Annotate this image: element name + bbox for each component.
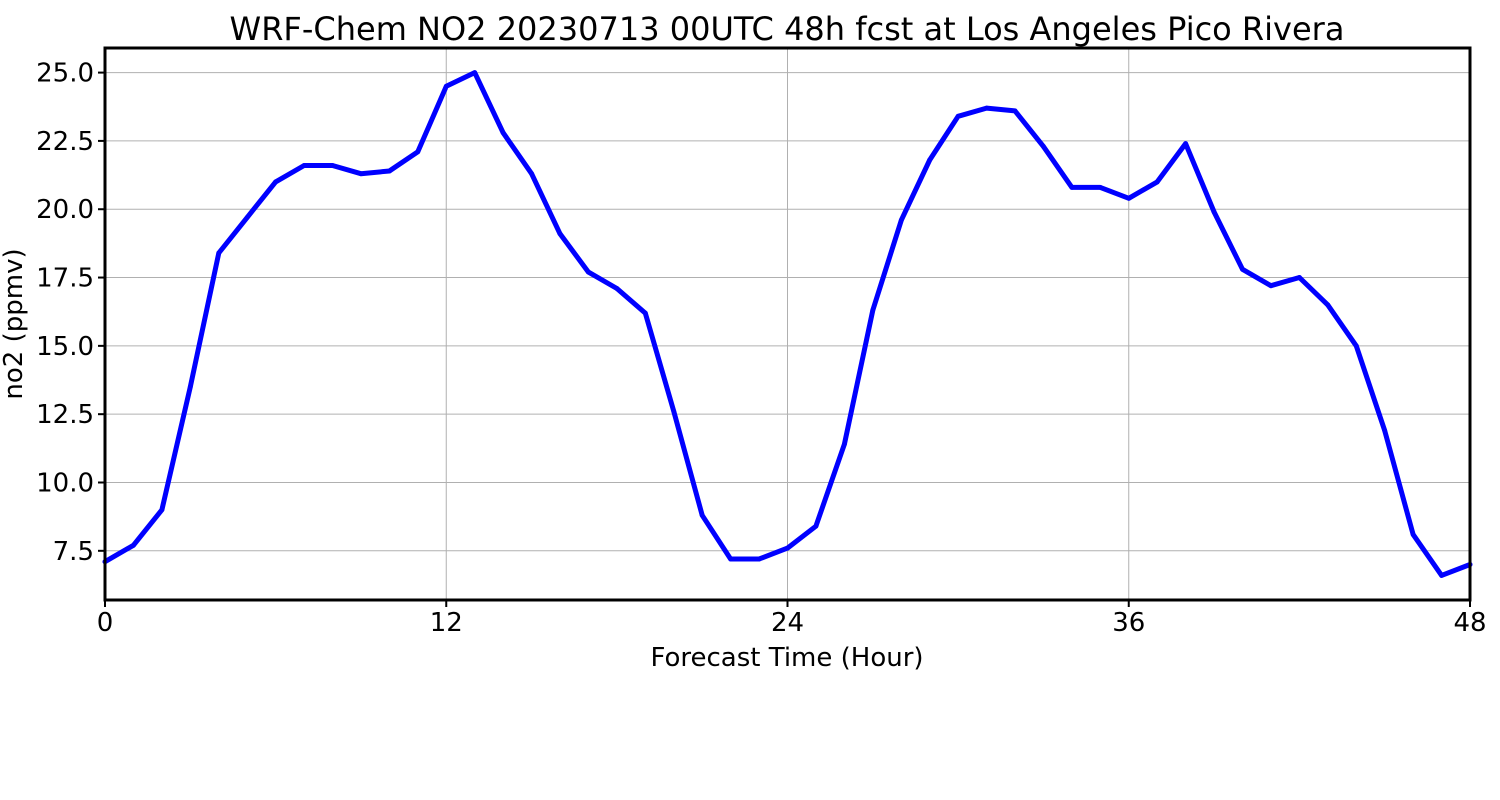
tick-layer: 0 12 24 36 48 7.5 10.0 12.5 15.0 17.5 20.0 22.5 25.0 [36,59,1486,638]
data-point [387,168,392,174]
data-point [557,231,563,237]
data-point [472,70,478,75]
data-point [1439,573,1444,578]
data-point [642,310,648,316]
data-point [1297,275,1302,280]
chart-title: WRF-Chem NO2 20230713 00UTC 48h fcst at … [230,10,1345,48]
y-tick-label: 7.5 [53,537,94,567]
data-point [1012,108,1018,114]
data-point [216,250,222,256]
y-tick-label: 25.0 [36,59,94,89]
data-point [898,217,904,223]
data-point [1410,532,1416,537]
data-point [1097,185,1103,190]
data-point [159,507,165,513]
data-point [1154,179,1160,185]
x-tick-label: 12 [430,608,463,638]
data-point [529,171,534,177]
y-tick-label: 15.0 [36,332,94,362]
y-tick-label: 22.5 [36,127,94,157]
data-point [1240,266,1245,272]
data-point [927,157,933,163]
data-point [756,556,762,562]
series-layer [102,70,1473,578]
data-point [955,113,961,119]
data-point [244,215,250,220]
x-axis-label: Forecast Time (Hour) [650,643,923,673]
x-tick-label: 0 [97,608,114,638]
data-point [984,105,989,111]
data-point [1183,141,1188,147]
data-point [614,286,620,291]
data-point [301,163,307,168]
x-tick-label: 24 [771,608,804,638]
data-point [728,556,733,562]
data-point [586,269,591,275]
data-point [699,512,705,518]
data-point [273,179,278,185]
data-point [187,384,193,390]
data-point [1069,185,1075,190]
data-point [1325,302,1331,308]
y-tick-label: 10.0 [36,468,94,498]
data-point [415,149,421,155]
data-point [1126,195,1132,201]
y-tick-label: 12.5 [36,400,94,430]
data-point [443,83,449,89]
x-tick-label: 36 [1112,608,1145,638]
data-point [131,542,136,548]
grid-layer [104,48,1471,600]
data-point [358,171,364,177]
data-point [1382,428,1388,433]
data-point [1041,144,1046,149]
y-axis-label: no2 (ppmv) [0,248,29,399]
data-point [500,130,506,136]
data-point [1353,343,1359,349]
data-point [785,545,790,551]
x-tick-label: 48 [1453,608,1486,638]
data-point [671,409,677,414]
data-point [813,523,819,529]
data-point [330,163,335,168]
data-point [870,307,876,313]
y-tick-label: 20.0 [36,195,94,225]
data-point [1268,283,1274,289]
plot-frame [103,46,1472,602]
data-point [1211,209,1217,215]
y-tick-label: 17.5 [36,264,94,294]
data-point [842,441,847,447]
